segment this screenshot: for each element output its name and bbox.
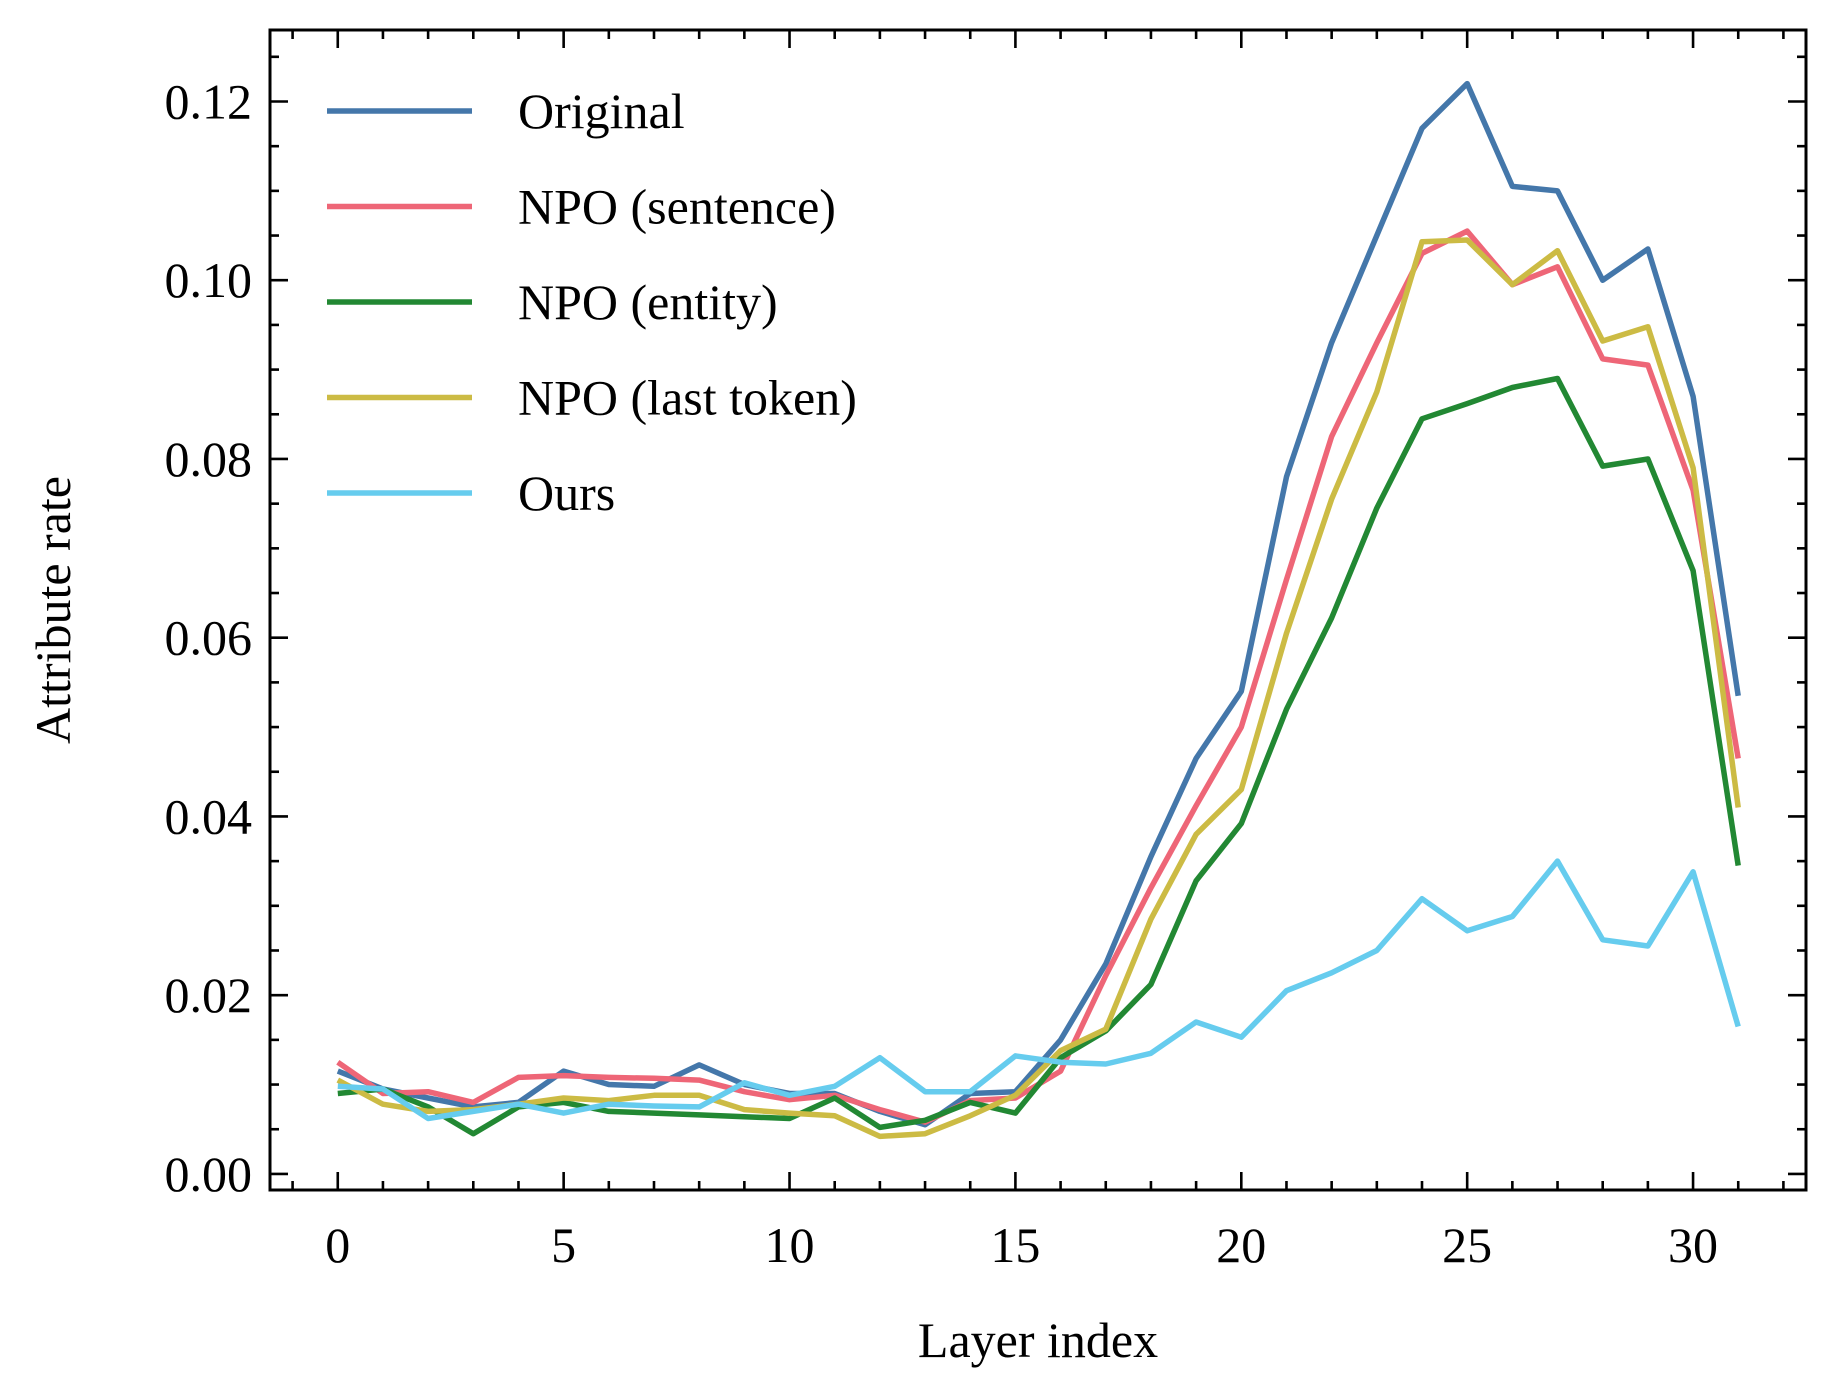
y-tick-label: 0.02 (165, 967, 253, 1023)
y-tick-label: 0.04 (165, 788, 253, 844)
series-line-4 (337, 858, 1741, 1122)
legend-label: NPO (sentence) (518, 179, 836, 235)
legend-label: NPO (last token) (518, 370, 857, 426)
x-tick-label: 15 (990, 1217, 1040, 1273)
x-tick-label: 20 (1216, 1217, 1266, 1273)
x-tick-label: 30 (1668, 1217, 1718, 1273)
y-tick-label: 0.12 (165, 73, 253, 129)
legend-label: Ours (518, 465, 615, 521)
legend-label: NPO (entity) (518, 274, 778, 330)
legend-label: Original (518, 83, 685, 139)
series-lines (336, 80, 1741, 1140)
x-axis-label: Layer index (918, 1312, 1158, 1368)
y-tick-label: 0.06 (165, 610, 253, 666)
y-axis-label: Attribute rate (25, 476, 81, 744)
y-tick-label: 0.08 (165, 431, 253, 487)
plot-frame (268, 28, 1808, 1192)
y-tick-label: 0.00 (165, 1146, 253, 1202)
y-tick-label: 0.10 (165, 252, 253, 308)
x-tick-label: 0 (325, 1217, 350, 1273)
x-tick-label: 25 (1442, 1217, 1492, 1273)
series-line-3 (336, 237, 1741, 1140)
x-tick-label: 5 (551, 1217, 576, 1273)
legend: Original NPO (sentence) NPO (entity) NPO (l… (327, 83, 857, 521)
x-tick-label: 10 (765, 1217, 815, 1273)
series-line-2 (337, 375, 1741, 1137)
tick-labels: 0 5 10 15 20 25 30 0.00 0.02 0.04 0.06 0.08 0.10 0.12 (165, 73, 1719, 1273)
